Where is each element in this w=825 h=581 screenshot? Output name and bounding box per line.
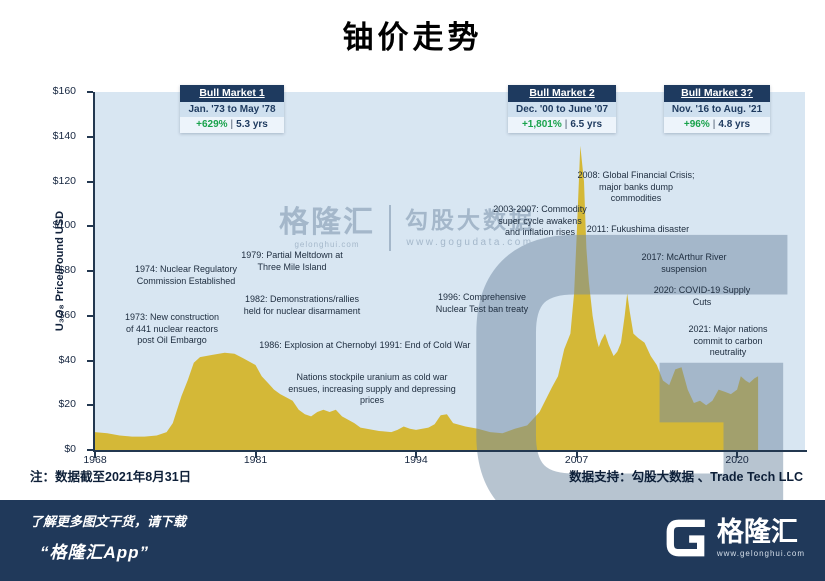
- x-axis-labels: 1968 1981 1994 2007 2020: [83, 454, 805, 468]
- bull-market-1-gain: +629%: [196, 119, 228, 130]
- watermark-brand-url: gelonghui.com: [294, 239, 360, 249]
- bull-market-box-2: Bull Market 2 Dec. '00 to June '07 +1,80…: [508, 85, 616, 133]
- chart-annotation: 1979: Partial Meltdown at Three Mile Isl…: [241, 250, 343, 272]
- chart-annotation: 2008: Global Financial Crisis; major ban…: [577, 170, 695, 203]
- y-tick-mark: [87, 449, 93, 451]
- x-tick-mark: [254, 452, 257, 458]
- chart-annotation: 2011: Fukushima disaster: [586, 224, 690, 234]
- chart-annotation: Nations stockpile uranium as cold war en…: [288, 372, 456, 405]
- chart-annotation: 1974: Nuclear Regulatory Commission Esta…: [134, 264, 238, 286]
- watermark-brand: 格隆汇: [279, 205, 375, 239]
- x-tick-label: 2007: [564, 454, 589, 466]
- x-tick-label: 1968: [83, 454, 107, 466]
- bull-market-2-duration: 6.5 yrs: [570, 119, 603, 130]
- footer-bar: 了解更多图文干货，请下载 “格隆汇App” 格隆汇 www.gelonghui.…: [0, 500, 825, 581]
- y-tick-label: $140: [52, 129, 76, 142]
- bull-market-2-stats: +1,801% | 6.5 yrs: [508, 117, 616, 133]
- y-tick-mark: [87, 359, 93, 362]
- chart-annotation: 2021: Major nations commit to carbon neu…: [688, 324, 768, 357]
- bull-market-box-1: Bull Market 1 Jan. '73 to May '78 +629% |…: [180, 85, 284, 133]
- y-tick-label: $0: [64, 443, 76, 455]
- footer-promo-line: 了解更多图文干货，请下载: [30, 514, 187, 529]
- y-tick-mark: [87, 135, 93, 138]
- chart-annotation: 1996: Comprehensive Nuclear Test ban tre…: [435, 292, 529, 314]
- bull-market-box-3: Bull Market 3? Nov. '16 to Aug. '21 +96%…: [664, 85, 770, 133]
- chart-annotation: 1991: End of Cold War: [379, 340, 471, 350]
- y-tick-label: $120: [52, 174, 76, 187]
- bull-market-2-title: Bull Market 2: [508, 85, 616, 102]
- footer-app-name: “格隆汇App”: [40, 543, 150, 562]
- bull-market-1-stats: +629% | 5.3 yrs: [180, 117, 284, 133]
- footer-logo-brand: 格隆汇: [716, 516, 798, 547]
- footer-logo: 格隆汇 www.gelonghui.com: [664, 516, 805, 560]
- watermark-partner-block: 勾股大数据 www.gogudata.com: [405, 206, 535, 248]
- bull-market-2-dates: Dec. '00 to June '07: [508, 102, 616, 117]
- watermark-divider: [389, 205, 391, 251]
- bull-market-1-dates: Jan. '73 to May '78: [180, 102, 284, 117]
- data-cutoff-note: 注：数据截至2021年8月31日: [30, 470, 192, 484]
- y-tick-mark: [87, 314, 93, 317]
- y-tick-label: $100: [52, 219, 76, 232]
- y-tick-label: $160: [52, 85, 76, 97]
- y-tick-mark: [87, 225, 93, 228]
- chart-annotation: 2003-2007: Commodity super cycle awakens…: [493, 204, 587, 237]
- bull-market-3-stats: +96% | 4.8 yrs: [664, 117, 770, 133]
- uranium-price-area-chart: [95, 145, 759, 450]
- y-tick-mark: [87, 404, 93, 407]
- x-tick-mark: [94, 452, 96, 458]
- chart-plot-area: 格隆汇 gelonghui.com 勾股大数据 www.gogudata.com…: [87, 91, 807, 534]
- bull-market-3-gain: +96%: [683, 119, 710, 130]
- price-area-series: [95, 145, 759, 450]
- x-tick-mark: [415, 452, 418, 458]
- chart-annotation: 2020: COVID-19 Supply Cuts: [653, 285, 751, 307]
- bull-market-3-title: Bull Market 3?: [664, 85, 770, 102]
- x-axis-line: [93, 450, 807, 452]
- x-tick-label: 1994: [404, 454, 428, 466]
- bull-market-1-title: Bull Market 1: [180, 85, 284, 102]
- y-tick-mark: [87, 180, 93, 183]
- y-tick-mark: [87, 91, 93, 93]
- x-tick-mark: [575, 452, 578, 458]
- footer-logo-text-block: 格隆汇 www.gelonghui.com: [716, 516, 805, 558]
- y-tick-label: $60: [58, 308, 76, 321]
- y-axis-labels: $0 $20 $40 $60 $80 $100 $120 $140 $160: [0, 85, 86, 455]
- bull-market-3-dates: Nov. '16 to Aug. '21: [664, 102, 770, 117]
- watermark-partner-url: www.gogudata.com: [406, 236, 534, 248]
- data-source-note: 数据支持：勾股大数据 、Trade Tech LLC: [569, 470, 803, 484]
- footer-logo-url: www.gelonghui.com: [716, 548, 805, 558]
- chart-annotation: 2017: McArthur River suspension: [641, 252, 727, 274]
- y-tick-label: $20: [58, 398, 76, 411]
- y-tick-mark: [87, 270, 93, 272]
- y-tick-label: $40: [58, 353, 76, 366]
- separator: |: [564, 119, 568, 130]
- x-tick-mark: [736, 452, 739, 458]
- gelonghui-logo-icon: [666, 519, 705, 557]
- y-axis-line: [93, 92, 95, 452]
- x-tick-label: 1981: [243, 454, 268, 466]
- x-tick-label: 2020: [725, 454, 749, 466]
- watermark-partner: 勾股大数据: [405, 206, 535, 233]
- bull-market-3-duration: 4.8 yrs: [718, 119, 751, 130]
- chart-annotation: 1986: Explosion at Chernobyl: [259, 340, 377, 350]
- chart-annotation: 1973: New construction of 441 nuclear re…: [124, 312, 220, 345]
- chart-annotation: 1982: Demonstrations/rallies held for nu…: [243, 294, 361, 316]
- page-title: 铀价走势: [342, 20, 483, 55]
- bull-market-2-gain: +1,801%: [521, 119, 562, 130]
- separator: |: [712, 119, 716, 130]
- y-tick-label: $80: [58, 264, 76, 276]
- bull-market-1-duration: 5.3 yrs: [236, 119, 268, 130]
- watermark-brand-block: 格隆汇 gelonghui.com: [279, 205, 375, 249]
- separator: |: [230, 119, 234, 130]
